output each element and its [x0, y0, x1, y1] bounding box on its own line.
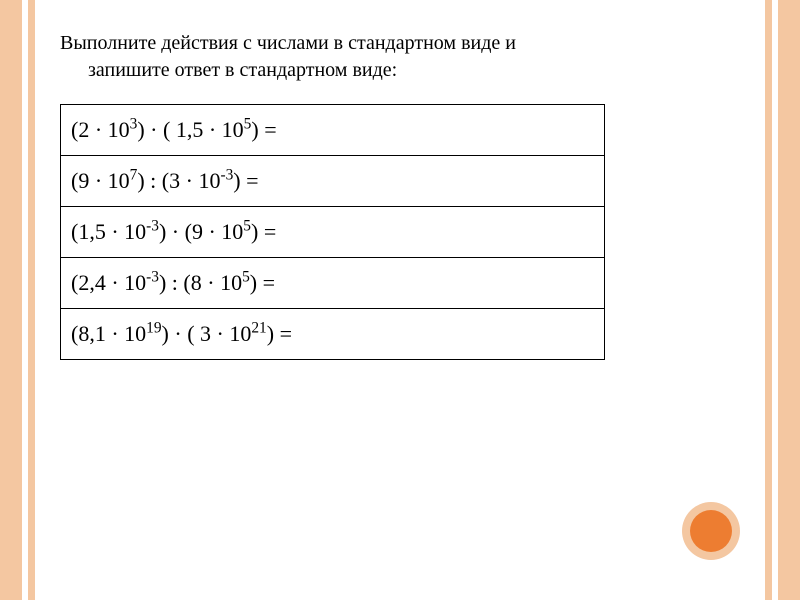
- expressions-table: (2 · 103) · ( 1,5 · 105) =(9 · 107) : (3…: [60, 104, 605, 360]
- table-row: (8,1 · 1019) · ( 3 · 1021) =: [61, 309, 605, 360]
- expression-cell: (2,4 · 10-3) : (8 · 105) =: [61, 258, 605, 309]
- table-row: (1,5 · 10-3) · (9 · 105) =: [61, 207, 605, 258]
- expression-cell: (2 · 103) · ( 1,5 · 105) =: [61, 105, 605, 156]
- table-row: (9 · 107) : (3 · 10-3) =: [61, 156, 605, 207]
- table-row: (2,4 · 10-3) : (8 · 105) =: [61, 258, 605, 309]
- band-left-inner: [28, 0, 35, 600]
- content-area: Выполните действия с числами в стандартн…: [60, 30, 740, 360]
- band-left-outer: [0, 0, 22, 600]
- band-right-inner: [765, 0, 772, 600]
- expression-cell: (8,1 · 1019) · ( 3 · 1021) =: [61, 309, 605, 360]
- slide: Выполните действия с числами в стандартн…: [0, 0, 800, 600]
- task-line1: Выполните действия с числами в стандартн…: [60, 32, 516, 54]
- accent-circle-inner: [690, 510, 732, 552]
- expressions-tbody: (2 · 103) · ( 1,5 · 105) =(9 · 107) : (3…: [61, 105, 605, 360]
- task-line2: запишите ответ в стандартном виде:: [60, 57, 397, 84]
- table-row: (2 · 103) · ( 1,5 · 105) =: [61, 105, 605, 156]
- expression-cell: (9 · 107) : (3 · 10-3) =: [61, 156, 605, 207]
- band-right-outer: [778, 0, 800, 600]
- expression-cell: (1,5 · 10-3) · (9 · 105) =: [61, 207, 605, 258]
- task-text: Выполните действия с числами в стандартн…: [60, 30, 740, 84]
